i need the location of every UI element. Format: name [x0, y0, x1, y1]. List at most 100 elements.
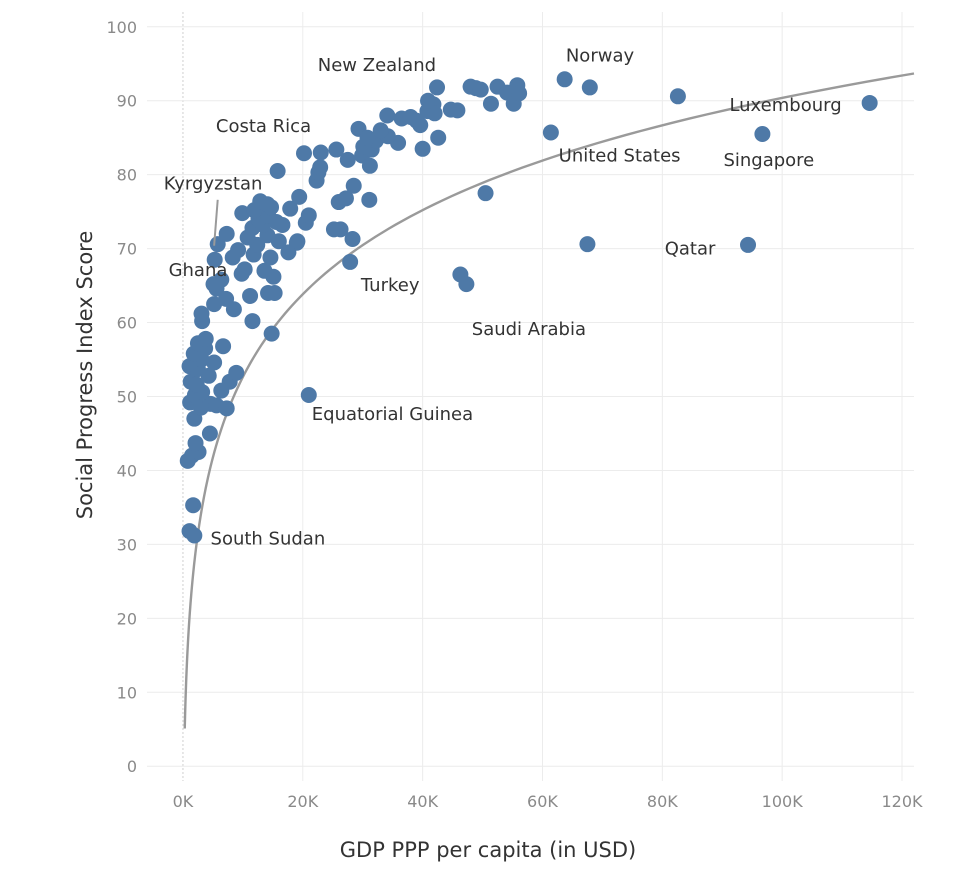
data-point [344, 231, 361, 248]
y-tick-label: 90 [117, 92, 137, 111]
data-point [337, 190, 354, 207]
data-point [262, 249, 279, 266]
data-point [218, 290, 235, 307]
data-point [556, 71, 573, 88]
data-point [186, 527, 203, 544]
data-point [579, 236, 596, 253]
data-point [244, 313, 261, 330]
data-point [412, 117, 429, 134]
data-point [312, 159, 329, 176]
data-point [234, 205, 251, 222]
data-point [429, 79, 446, 96]
data-point [188, 376, 205, 393]
data-point [379, 107, 396, 124]
x-tick-label: 60K [527, 792, 558, 811]
data-point [361, 191, 378, 208]
y-tick-label: 80 [117, 166, 137, 185]
data-point [420, 92, 437, 109]
annotation-equatorial-guinea: Equatorial Guinea [312, 404, 473, 425]
data-point [300, 387, 317, 404]
x-tick-label: 0K [173, 792, 194, 811]
y-tick-label: 60 [117, 314, 137, 333]
annotation-costa-rica: Costa Rica [216, 116, 311, 137]
tick-layer: 0K 20K 40K 60K 80K 100K 120K 0 10 20 30 40 50 60 70 80 9… [106, 18, 923, 811]
data-point [193, 305, 210, 322]
y-tick-label: 100 [106, 18, 137, 37]
data-point [282, 200, 299, 217]
data-point [414, 140, 431, 157]
data-point [511, 85, 528, 102]
data-point [372, 122, 389, 139]
data-point [256, 262, 273, 279]
data-point [263, 325, 280, 342]
data-point [426, 105, 443, 122]
data-point [236, 261, 253, 278]
data-point [472, 81, 489, 98]
data-point [206, 296, 223, 313]
data-point [458, 276, 475, 293]
y-tick-label: 40 [117, 461, 137, 480]
x-tick-label: 20K [287, 792, 318, 811]
annotation-ghana: Ghana [169, 260, 228, 281]
x-axis-title: GDP PPP per capita (in USD) [340, 838, 636, 862]
annotation-layer: South Sudan Equatorial Guinea Ghana Kyrgyzs… [164, 46, 842, 550]
data-point [228, 364, 245, 381]
grid-layer [147, 12, 914, 781]
x-tick-label: 120K [882, 792, 924, 811]
data-point [482, 95, 499, 112]
data-point [477, 185, 494, 202]
data-point [215, 338, 232, 355]
data-point [274, 216, 291, 233]
data-point [359, 129, 376, 146]
data-point [300, 207, 317, 224]
trend-layer [183, 72, 915, 729]
data-point [185, 497, 202, 514]
y-tick-label: 50 [117, 388, 137, 407]
annotation-new-zealand: New Zealand [318, 55, 436, 76]
data-point [332, 221, 349, 238]
data-point [206, 251, 223, 268]
annotation-norway: Norway [566, 46, 635, 67]
annotation-leader [213, 199, 219, 246]
data-point [345, 177, 362, 194]
annotation-singapore: Singapore [723, 150, 814, 171]
annotation-united-states: United States [559, 145, 681, 166]
data-point [339, 151, 356, 168]
data-point [449, 102, 466, 119]
data-point [361, 157, 378, 174]
data-point [740, 236, 757, 253]
data-point [342, 253, 359, 270]
annotation-south-sudan: South Sudan [211, 528, 326, 549]
data-point [197, 330, 214, 347]
data-point [669, 88, 686, 105]
data-point [259, 196, 276, 213]
annotation-qatar: Qatar [665, 239, 716, 260]
y-tick-label: 10 [117, 683, 137, 702]
y-tick-label: 70 [117, 240, 137, 259]
data-point [295, 145, 312, 162]
data-point [206, 354, 223, 371]
data-point [187, 435, 204, 452]
y-tick-label: 30 [117, 535, 137, 554]
y-axis-title: Social Progress Index Score [73, 231, 97, 520]
data-point [242, 287, 259, 304]
x-tick-label: 100K [762, 792, 804, 811]
data-point [213, 271, 230, 288]
data-point [291, 188, 308, 205]
x-tick-label: 40K [407, 792, 438, 811]
data-point [201, 425, 218, 442]
data-point [861, 94, 878, 111]
annotation-luxembourg: Luxembourg [729, 95, 841, 116]
y-tick-label: 0 [127, 757, 137, 776]
data-point [266, 284, 283, 301]
data-point [218, 400, 235, 417]
data-point [430, 129, 447, 146]
data-point [230, 242, 247, 259]
point-layer [179, 71, 878, 544]
annotation-kyrgyzstan: Kyrgyzstan [164, 173, 263, 194]
y-tick-label: 20 [117, 609, 137, 628]
data-point [218, 225, 235, 242]
data-point [289, 233, 306, 250]
